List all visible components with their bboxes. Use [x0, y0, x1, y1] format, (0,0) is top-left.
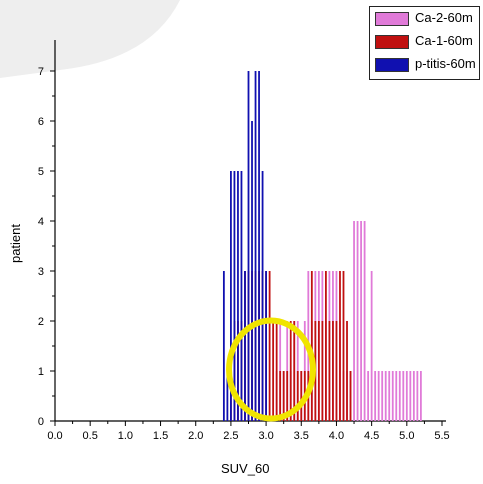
bar-0	[391, 371, 394, 421]
bar-1	[310, 271, 313, 421]
bar-0	[374, 371, 377, 421]
bar-2	[244, 271, 246, 421]
bar-2	[233, 171, 236, 421]
bar-0	[416, 371, 419, 421]
bar-2	[258, 71, 260, 421]
bar-1	[293, 321, 296, 421]
bar-0	[360, 221, 362, 421]
bar-0	[370, 271, 373, 421]
bar-0	[398, 371, 401, 421]
bar-2	[251, 121, 253, 421]
bar-0	[412, 371, 415, 421]
legend-swatch-ptitis	[375, 58, 409, 72]
x-tick-label: 5.5	[434, 430, 449, 442]
legend-swatch-ca2	[375, 12, 409, 26]
bar-2	[254, 71, 257, 421]
y-tick-label: 3	[38, 266, 44, 278]
bar-1	[300, 371, 303, 421]
bar-0	[388, 371, 391, 421]
bar-0	[363, 221, 366, 421]
bar-1	[289, 321, 292, 421]
bar-1	[342, 271, 345, 421]
bar-0	[395, 371, 398, 421]
x-tick-label: 0.0	[47, 430, 62, 442]
x-tick-label: 1.5	[153, 430, 168, 442]
y-axis-title: patient	[8, 223, 24, 264]
bar-1	[296, 371, 299, 421]
bar-1	[272, 321, 275, 421]
bar-0	[384, 371, 387, 421]
bar-0	[353, 221, 355, 421]
bar-0	[377, 371, 380, 421]
bar-2	[247, 71, 250, 421]
bar-2	[222, 271, 225, 421]
y-tick-label: 6	[38, 116, 44, 128]
bar-1	[275, 321, 278, 421]
bar-2	[226, 371, 229, 421]
x-tick-label: 1.0	[118, 430, 133, 442]
bar-1	[321, 321, 324, 421]
legend-item-ptitis: p-titis-60m	[375, 55, 479, 75]
x-tick-label: 4.0	[329, 430, 344, 442]
x-tick-label: 5.0	[399, 430, 414, 442]
highlight-circle	[226, 317, 317, 422]
x-tick-label: 0.5	[83, 430, 98, 442]
bar-1	[335, 321, 338, 421]
bar-2	[261, 171, 264, 421]
bar-1	[268, 271, 271, 421]
x-tick-label: 2.0	[188, 430, 203, 442]
legend-item-ca2: Ca-2-60m	[375, 9, 479, 29]
bar-1	[339, 271, 341, 421]
legend-swatch-ca1	[375, 35, 409, 49]
legend-item-ca1: Ca-1-60m	[375, 32, 479, 52]
y-tick-label: 0	[38, 416, 44, 428]
bar-2	[230, 171, 232, 421]
bar-1	[286, 371, 289, 421]
legend: Ca-2-60m Ca-1-60m p-titis-60m	[369, 6, 480, 80]
bar-1	[328, 321, 331, 421]
x-tick-label: 3.5	[294, 430, 309, 442]
bar-1	[282, 371, 285, 421]
bar-0	[367, 371, 370, 421]
y-tick-label: 5	[38, 166, 44, 178]
y-tick-label: 1	[38, 366, 44, 378]
bar-0	[419, 371, 422, 421]
bar-0	[409, 371, 412, 421]
legend-label-ptitis: p-titis-60m	[415, 56, 476, 71]
bar-0	[356, 221, 359, 421]
bar-1	[346, 321, 348, 421]
bar-1	[317, 321, 320, 421]
y-tick-label: 2	[38, 316, 44, 328]
x-tick-label: 2.5	[223, 430, 238, 442]
bar-2	[237, 171, 239, 421]
bar-1	[279, 371, 282, 421]
legend-label-ca2: Ca-2-60m	[415, 10, 473, 25]
bar-0	[381, 371, 384, 421]
bar-1	[332, 321, 334, 421]
bar-1	[325, 271, 327, 421]
bar-0	[405, 371, 408, 421]
bar-0	[402, 371, 405, 421]
legend-label-ca1: Ca-1-60m	[415, 33, 473, 48]
x-tick-label: 4.5	[364, 430, 379, 442]
bar-2	[240, 171, 243, 421]
background-shape	[0, 0, 180, 78]
x-axis-title: SUV_60	[221, 461, 270, 476]
bar-2	[265, 271, 267, 421]
y-tick-label: 7	[38, 66, 44, 78]
x-tick-label: 3.0	[258, 430, 273, 442]
y-tick-label: 4	[38, 216, 44, 228]
bar-1	[349, 371, 352, 421]
